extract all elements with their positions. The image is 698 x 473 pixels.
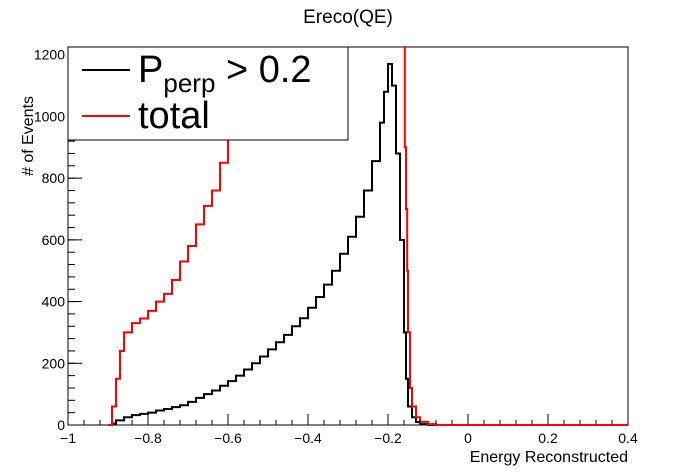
series-line-2: [403, 46, 628, 426]
y-tick-label: 1200: [34, 47, 65, 63]
x-axis-label: Energy Reconstructed: [470, 449, 628, 466]
y-tick-label: 0: [57, 417, 65, 433]
y-tick-label: 1000: [34, 108, 65, 124]
legend-box: [67, 46, 349, 141]
legend-pperp-main: P: [138, 49, 163, 91]
y-tick-label: 200: [42, 355, 66, 371]
x-tick-label: 0.2: [538, 430, 558, 446]
legend: Pperp > 0.2 total: [67, 46, 349, 141]
y-tick-label: 400: [42, 294, 66, 310]
x-tick-label: 0.4: [618, 430, 638, 446]
y-tick-label: 800: [42, 170, 66, 186]
x-tick-label: −0.6: [214, 430, 242, 446]
y-tick-label: 600: [42, 232, 66, 248]
x-tick-label: −0.2: [374, 430, 402, 446]
x-tick-label: 0: [464, 430, 472, 446]
series-layer: [108, 46, 628, 426]
legend-pperp-sub: perp: [163, 68, 215, 98]
legend-pperp-rest: > 0.2: [215, 49, 311, 91]
x-tick-label: −0.4: [294, 430, 322, 446]
legend-label-pperp: Pperp > 0.2: [138, 49, 312, 98]
series-line-1: [108, 47, 249, 426]
x-tick-label: −1: [60, 430, 76, 446]
y-axis-label: # of Events: [20, 96, 37, 176]
x-axis: −1 −0.8 −0.6 −0.4 −0.2 0 0.2 0.4: [60, 414, 638, 446]
x-tick-label: −0.8: [134, 430, 162, 446]
chart-title: Ereco(QE): [303, 7, 393, 28]
plot-area: −1 −0.8 −0.6 −0.4 −0.2 0 0.2 0.4 0 200 400 600 800 1…: [34, 46, 638, 446]
legend-label-total: total: [138, 95, 210, 137]
series-line-0: [108, 62, 628, 426]
